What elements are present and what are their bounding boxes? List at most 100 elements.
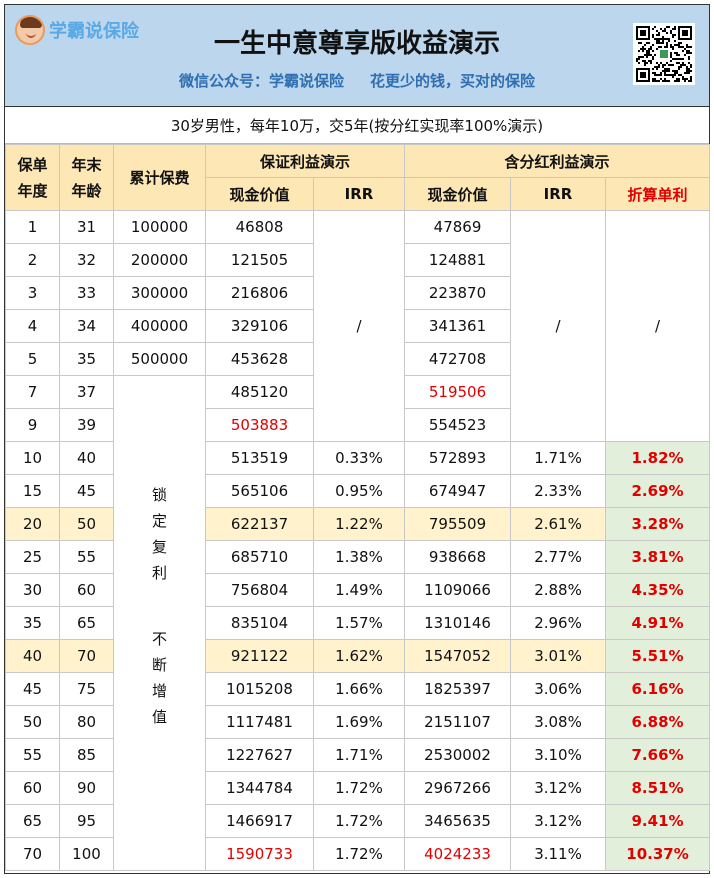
- cell-policy-year: 70: [5, 837, 60, 871]
- header-cumulative-premium: 累计保费: [113, 144, 206, 211]
- guaranteed-irr-slash: /: [312, 210, 406, 442]
- cell-guaranteed-cash-value: 835104: [205, 606, 314, 640]
- cell-dividend-cash-value: 47869: [404, 210, 512, 244]
- table-row: 3 33 300000 216806 223870: [5, 276, 710, 310]
- cell-dividend-irr: 3.12%: [510, 771, 607, 805]
- header-guaranteed-cash-value: 现金价值: [205, 177, 314, 211]
- header-simple-rate: 折算单利: [605, 177, 711, 211]
- cell-age: 31: [59, 210, 114, 244]
- cell-policy-year: 4: [5, 309, 60, 343]
- cell-guaranteed-irr: 1.71%: [312, 738, 406, 772]
- cell-dividend-cash-value: 2967266: [404, 771, 512, 805]
- cell-dividend-cash-value: 1310146: [404, 606, 512, 640]
- cell-age: 100: [59, 837, 114, 871]
- cell-policy-year: 1: [5, 210, 60, 244]
- cell-age: 35: [59, 342, 114, 376]
- cell-simple-rate: 5.51%: [605, 639, 711, 673]
- cell-dividend-irr: 2.96%: [510, 606, 607, 640]
- table-row: 7 37 锁定复利 不断增值 485120 519506: [5, 375, 710, 871]
- table-row: 10 40 513519 0.33% 572893 1.71% 1.82%: [5, 441, 711, 475]
- cell-age: 50: [59, 507, 114, 541]
- cell-guaranteed-cash-value: 756804: [205, 573, 314, 607]
- table-row: 5 35 500000 453628 472708: [5, 342, 710, 376]
- header-dividend-cash-value: 现金价值: [404, 177, 512, 211]
- cell-dividend-cash-value: 472708: [404, 342, 512, 376]
- cell-dividend-cash-value: 1825397: [404, 672, 512, 706]
- table-row: 65 95 1466917 1.72% 3465635 3.12% 9.41%: [5, 804, 711, 838]
- cell-guaranteed-cash-value: 565106: [205, 474, 314, 508]
- cell-policy-year: 5: [5, 342, 60, 376]
- cell-age: 80: [59, 705, 114, 739]
- cell-cumulative-premium: 300000: [113, 276, 206, 310]
- cell-policy-year: 7: [5, 375, 60, 409]
- cell-guaranteed-irr: 1.22%: [312, 507, 406, 541]
- cell-dividend-cash-value: 124881: [404, 243, 512, 277]
- cell-age: 85: [59, 738, 114, 772]
- table-row: 45 75 1015208 1.66% 1825397 3.06% 6.16%: [5, 672, 711, 706]
- simple-rate-slash: /: [605, 210, 711, 442]
- cell-dividend-irr: 3.06%: [510, 672, 607, 706]
- cell-simple-rate: 3.28%: [605, 507, 711, 541]
- table-row: 50 80 1117481 1.69% 2151107 3.08% 6.88%: [5, 705, 711, 739]
- cell-guaranteed-irr: 1.72%: [312, 804, 406, 838]
- cell-policy-year: 15: [5, 474, 60, 508]
- cell-simple-rate: 8.51%: [605, 771, 711, 805]
- cell-age: 39: [59, 408, 114, 442]
- cell-simple-rate: 10.37%: [605, 837, 711, 871]
- cell-dividend-cash-value: 938668: [404, 540, 512, 574]
- cell-guaranteed-irr: 1.69%: [312, 705, 406, 739]
- cell-dividend-irr: 3.12%: [510, 804, 607, 838]
- cell-guaranteed-cash-value: 1227627: [205, 738, 314, 772]
- cell-simple-rate: 4.35%: [605, 573, 711, 607]
- cell-policy-year: 45: [5, 672, 60, 706]
- cell-guaranteed-cash-value: 1466917: [205, 804, 314, 838]
- cell-policy-year: 60: [5, 771, 60, 805]
- lock-text-cell: 锁定复利 不断增值: [113, 375, 206, 871]
- cell-age: 70: [59, 639, 114, 673]
- table-row: 55 85 1227627 1.71% 2530002 3.10% 7.66%: [5, 738, 711, 772]
- cell-policy-year: 20: [5, 507, 60, 541]
- table-header: 保单年度 年末年龄 累计保费 保证利益演示 含分红利益演示 现金价值 IRR 现…: [5, 144, 711, 211]
- cell-simple-rate: 9.41%: [605, 804, 711, 838]
- cell-policy-year: 50: [5, 705, 60, 739]
- cell-dividend-irr: 3.01%: [510, 639, 607, 673]
- cell-dividend-irr: 2.33%: [510, 474, 607, 508]
- cell-guaranteed-cash-value: 216806: [205, 276, 314, 310]
- cell-dividend-cash-value: 1109066: [404, 573, 512, 607]
- header-dividend-irr: IRR: [510, 177, 607, 211]
- cell-dividend-cash-value: 572893: [404, 441, 512, 475]
- cell-simple-rate: 1.82%: [605, 441, 711, 475]
- cell-age: 34: [59, 309, 114, 343]
- cell-age: 33: [59, 276, 114, 310]
- qr-code-graphic: [636, 26, 692, 82]
- cell-simple-rate: 7.66%: [605, 738, 711, 772]
- cell-dividend-cash-value: 519506: [404, 375, 512, 409]
- cell-age: 40: [59, 441, 114, 475]
- table-row: 20 50 622137 1.22% 795509 2.61% 3.28%: [5, 507, 711, 541]
- cell-guaranteed-irr: 1.66%: [312, 672, 406, 706]
- table-row: 30 60 756804 1.49% 1109066 2.88% 4.35%: [5, 573, 711, 607]
- cell-dividend-irr: 2.77%: [510, 540, 607, 574]
- cell-guaranteed-cash-value: 329106: [205, 309, 314, 343]
- cell-dividend-irr: 1.71%: [510, 441, 607, 475]
- table-row: 15 45 565106 0.95% 674947 2.33% 2.69%: [5, 474, 711, 508]
- cell-guaranteed-cash-value: 503883: [205, 408, 314, 442]
- header-age: 年末年龄: [59, 144, 114, 211]
- cell-dividend-cash-value: 1547052: [404, 639, 512, 673]
- cell-guaranteed-irr: 1.49%: [312, 573, 406, 607]
- cell-simple-rate: 6.88%: [605, 705, 711, 739]
- cell-age: 95: [59, 804, 114, 838]
- table-row: 40 70 921122 1.62% 1547052 3.01% 5.51%: [5, 639, 711, 673]
- cell-age: 60: [59, 573, 114, 607]
- cell-dividend-cash-value: 223870: [404, 276, 512, 310]
- subtitle-slogan: 花更少的钱，买对的保险: [370, 72, 536, 90]
- cell-guaranteed-cash-value: 46808: [205, 210, 314, 244]
- cell-age: 32: [59, 243, 114, 277]
- cell-guaranteed-irr: 1.57%: [312, 606, 406, 640]
- table-row: 4 34 400000 329106 341361: [5, 309, 710, 343]
- scenario-description: 30岁男性，每年10万，交5年(按分红实现率100%演示): [5, 106, 709, 144]
- header-dividend-group: 含分红利益演示: [404, 144, 711, 178]
- cell-guaranteed-irr: 1.38%: [312, 540, 406, 574]
- cell-guaranteed-irr: 1.72%: [312, 837, 406, 871]
- cell-policy-year: 30: [5, 573, 60, 607]
